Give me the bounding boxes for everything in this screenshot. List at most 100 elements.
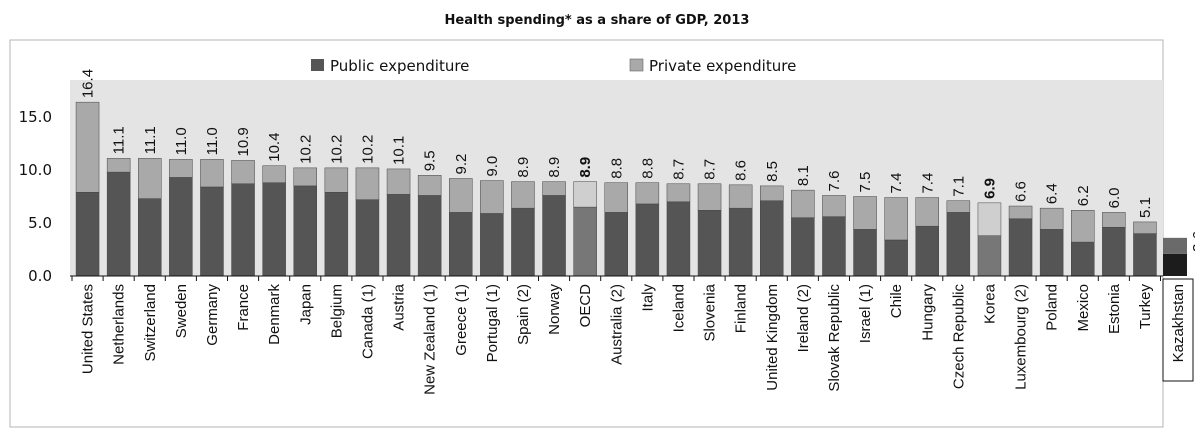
- bar-public: [946, 212, 971, 277]
- value-label: 8.9: [546, 157, 563, 178]
- bar-private: [1071, 210, 1095, 243]
- category-label: Canada (1): [359, 284, 376, 359]
- bar-public: [262, 182, 286, 277]
- bar-public: [1102, 226, 1126, 277]
- bar-public: [542, 195, 566, 277]
- category-label: Switzerland: [142, 284, 159, 362]
- bar-public: [1071, 241, 1095, 277]
- bar-private: [417, 175, 442, 196]
- value-label: 8.7: [670, 159, 687, 180]
- bar-private: [1008, 205, 1033, 220]
- bar-public: [75, 192, 100, 277]
- kazakhstan-value-label: 3,6: [1190, 231, 1195, 252]
- value-label: 9.5: [422, 150, 439, 171]
- category-label: Turkey: [1137, 284, 1154, 330]
- category-label: Australia (2): [608, 284, 625, 365]
- bars: [75, 101, 1157, 277]
- category-label: Estonia: [1106, 283, 1123, 334]
- category-label: Greece (1): [453, 284, 470, 356]
- bar-private: [75, 101, 100, 193]
- category-label: Iceland: [670, 284, 687, 332]
- bar-public: [760, 200, 784, 277]
- value-label: 5.1: [1137, 197, 1154, 218]
- bar-public: [697, 210, 722, 277]
- bar-public: [728, 207, 753, 277]
- value-label: 8.8: [608, 158, 625, 179]
- legend-label-private: Private expenditure: [649, 57, 796, 75]
- bar-public: [355, 199, 380, 277]
- category-label: Slovenia: [702, 283, 719, 341]
- legend-swatch-public: [311, 59, 324, 71]
- value-label: 11.1: [111, 126, 128, 154]
- value-label: 8.8: [639, 158, 656, 179]
- bar-private: [915, 197, 939, 227]
- category-label: Netherlands: [111, 284, 128, 365]
- category-label: Belgium: [328, 284, 345, 338]
- category-label: Poland: [1044, 284, 1061, 331]
- bar-public: [324, 192, 349, 277]
- value-label: 10.2: [297, 135, 314, 164]
- bar-public: [573, 206, 597, 277]
- x-axis: United States Netherlands Switzerland Swede…: [70, 275, 1163, 395]
- value-label: 7.4: [888, 173, 905, 194]
- value-label: 8.5: [764, 161, 781, 182]
- value-label: 6.0: [1106, 188, 1123, 209]
- category-label: Mexico: [1075, 284, 1092, 332]
- bar-private: [728, 184, 753, 209]
- bar-public: [480, 213, 504, 277]
- category-label: Denmark: [266, 284, 283, 345]
- category-label: Slovak Republic: [826, 284, 843, 392]
- value-label: 10.1: [391, 136, 408, 165]
- category-label: Sweden: [173, 284, 190, 338]
- chart-title: Health spending* as a share of GDP, 2013: [445, 13, 750, 28]
- category-label: Czech Republic: [950, 284, 967, 390]
- bar-public: [822, 216, 846, 277]
- value-label: 8.1: [795, 165, 812, 186]
- value-label: 8.7: [702, 159, 719, 180]
- category-label: France: [235, 284, 252, 331]
- bar-private: [635, 182, 660, 205]
- bar-private: [355, 167, 380, 200]
- bar-private: [542, 181, 566, 196]
- y-tick-label: 10.0: [19, 161, 52, 179]
- value-label: 6.6: [1013, 181, 1030, 202]
- value-label: 9.2: [453, 154, 470, 175]
- bar-public: [106, 171, 131, 277]
- category-label: Spain (2): [515, 284, 532, 345]
- value-label: 6.4: [1044, 183, 1061, 204]
- bar-private: [262, 165, 286, 183]
- value-label: 8.9: [577, 157, 594, 178]
- y-tick-label: 15.0: [19, 108, 52, 126]
- bar-private: [386, 168, 411, 195]
- kazakhstan-label-box: [1162, 278, 1194, 382]
- bar-private: [666, 183, 691, 203]
- value-label: 8.6: [733, 160, 750, 181]
- value-label: 11.0: [204, 127, 221, 155]
- bar-private: [106, 158, 131, 173]
- bar-private: [200, 159, 224, 188]
- value-label: 10.9: [235, 127, 252, 156]
- value-label: 11.0: [173, 127, 190, 155]
- bar-public: [1039, 229, 1064, 277]
- category-label: Japan: [297, 284, 314, 325]
- bar-private: [1133, 221, 1157, 234]
- bar-public: [884, 239, 908, 277]
- value-label: 7.6: [826, 171, 843, 192]
- bar-private: [480, 180, 504, 214]
- kazakhstan-bar-private: [1163, 237, 1187, 254]
- bar-private: [697, 183, 722, 211]
- y-tick-label: 0.0: [28, 267, 52, 285]
- category-label: Norway: [546, 284, 563, 335]
- bar-public: [791, 217, 815, 277]
- category-label: United Kingdom: [764, 284, 781, 391]
- category-label: Ireland (2): [795, 284, 812, 352]
- bar-private: [822, 195, 846, 217]
- value-label: 9.0: [484, 156, 501, 177]
- kazakhstan-category-label: Kazakhstan: [1170, 284, 1187, 362]
- bar-private: [791, 189, 815, 218]
- bar-public: [169, 177, 193, 277]
- value-label: 11.1: [142, 126, 159, 154]
- bar-public: [604, 212, 628, 277]
- category-label: Germany: [204, 284, 221, 346]
